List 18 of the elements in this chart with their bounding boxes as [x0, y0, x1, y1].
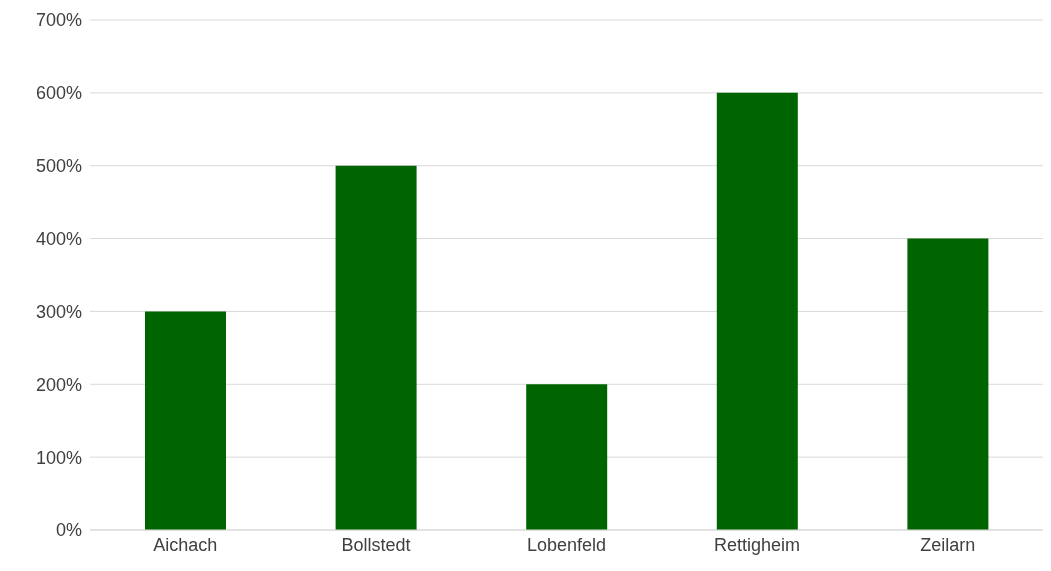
bar	[335, 165, 417, 530]
x-tick-label: Bollstedt	[341, 534, 411, 555]
y-tick-label: 700%	[35, 10, 82, 31]
y-tick-label: 600%	[35, 83, 82, 104]
x-tick-label: Lobenfeld	[526, 534, 607, 555]
bar	[716, 92, 798, 530]
bar	[526, 384, 608, 530]
y-tick-label: 0%	[55, 520, 82, 541]
x-tick-label: Zeilarn	[920, 534, 976, 555]
y-tick-label: 200%	[35, 374, 82, 395]
x-tick-label: Aichach	[153, 534, 218, 555]
y-tick-label: 300%	[35, 301, 82, 322]
y-tick-label: 100%	[35, 447, 82, 468]
bar	[907, 238, 989, 530]
y-tick-label: 500%	[35, 156, 82, 177]
y-tick-label: 400%	[35, 228, 82, 249]
bar	[145, 311, 226, 530]
x-tick-label: Rettigheim	[714, 534, 801, 555]
